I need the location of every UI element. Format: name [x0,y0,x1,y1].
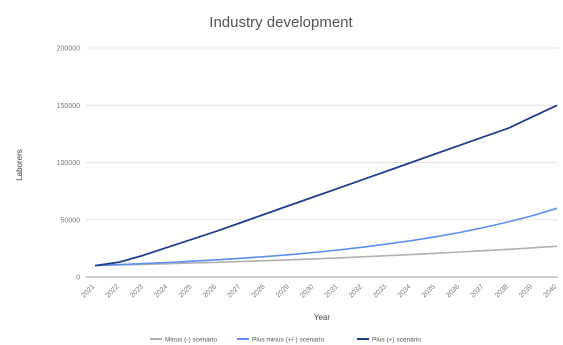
x-tick-2036: 2036 [445,283,461,299]
y-axis-title: Laborers [15,149,24,181]
x-tick-2028: 2028 [251,283,267,299]
x-tick-2032: 2032 [348,283,364,299]
series-line-2 [94,207,558,267]
x-tick-2037: 2037 [470,283,486,299]
gridlines [86,47,558,278]
x-tick-2040: 2040 [542,283,558,299]
x-tick-2030: 2030 [299,283,315,299]
y-tick-50000: 50000 [61,217,81,224]
y-tick-labels: 0 50000 100000 150000 200000 [57,46,80,282]
x-tick-2026: 2026 [202,283,218,299]
x-tick-2025: 2025 [178,283,194,299]
x-tick-2035: 2035 [421,283,437,299]
legend-label-3: Plus (+) scenario [372,336,421,343]
x-tick-2029: 2029 [275,283,291,299]
x-axis-title: Year [314,313,331,322]
series-lines [94,104,558,267]
x-tick-2022: 2022 [105,283,121,299]
x-tick-2039: 2039 [518,283,534,299]
x-tick-2034: 2034 [397,283,413,299]
y-tick-0: 0 [76,275,80,282]
legend-label-2: Plus minus (+/-) scenario [252,336,324,343]
series-line-1 [94,245,558,267]
chart-title: Industry development [209,14,353,31]
x-tick-2023: 2023 [129,283,145,299]
x-tick-2021: 2021 [80,283,96,299]
x-tick-2024: 2024 [153,283,169,299]
legend-label-1: Minus (-) scenario [165,336,217,343]
x-tick-2031: 2031 [324,283,340,299]
y-tick-200000: 200000 [57,46,80,53]
y-tick-100000: 100000 [57,160,80,167]
x-tick-labels: 2021 2022 2023 2024 2025 2026 2027 2028 2029 2030… [80,283,558,299]
x-tick-2038: 2038 [494,283,510,299]
legend: Minus (-) scenario Plus minus (+/-) scena… [150,336,421,343]
x-tick-2027: 2027 [226,283,242,299]
series-line-3 [94,104,558,267]
x-tick-2033: 2033 [372,283,388,299]
y-tick-150000: 150000 [57,103,80,110]
